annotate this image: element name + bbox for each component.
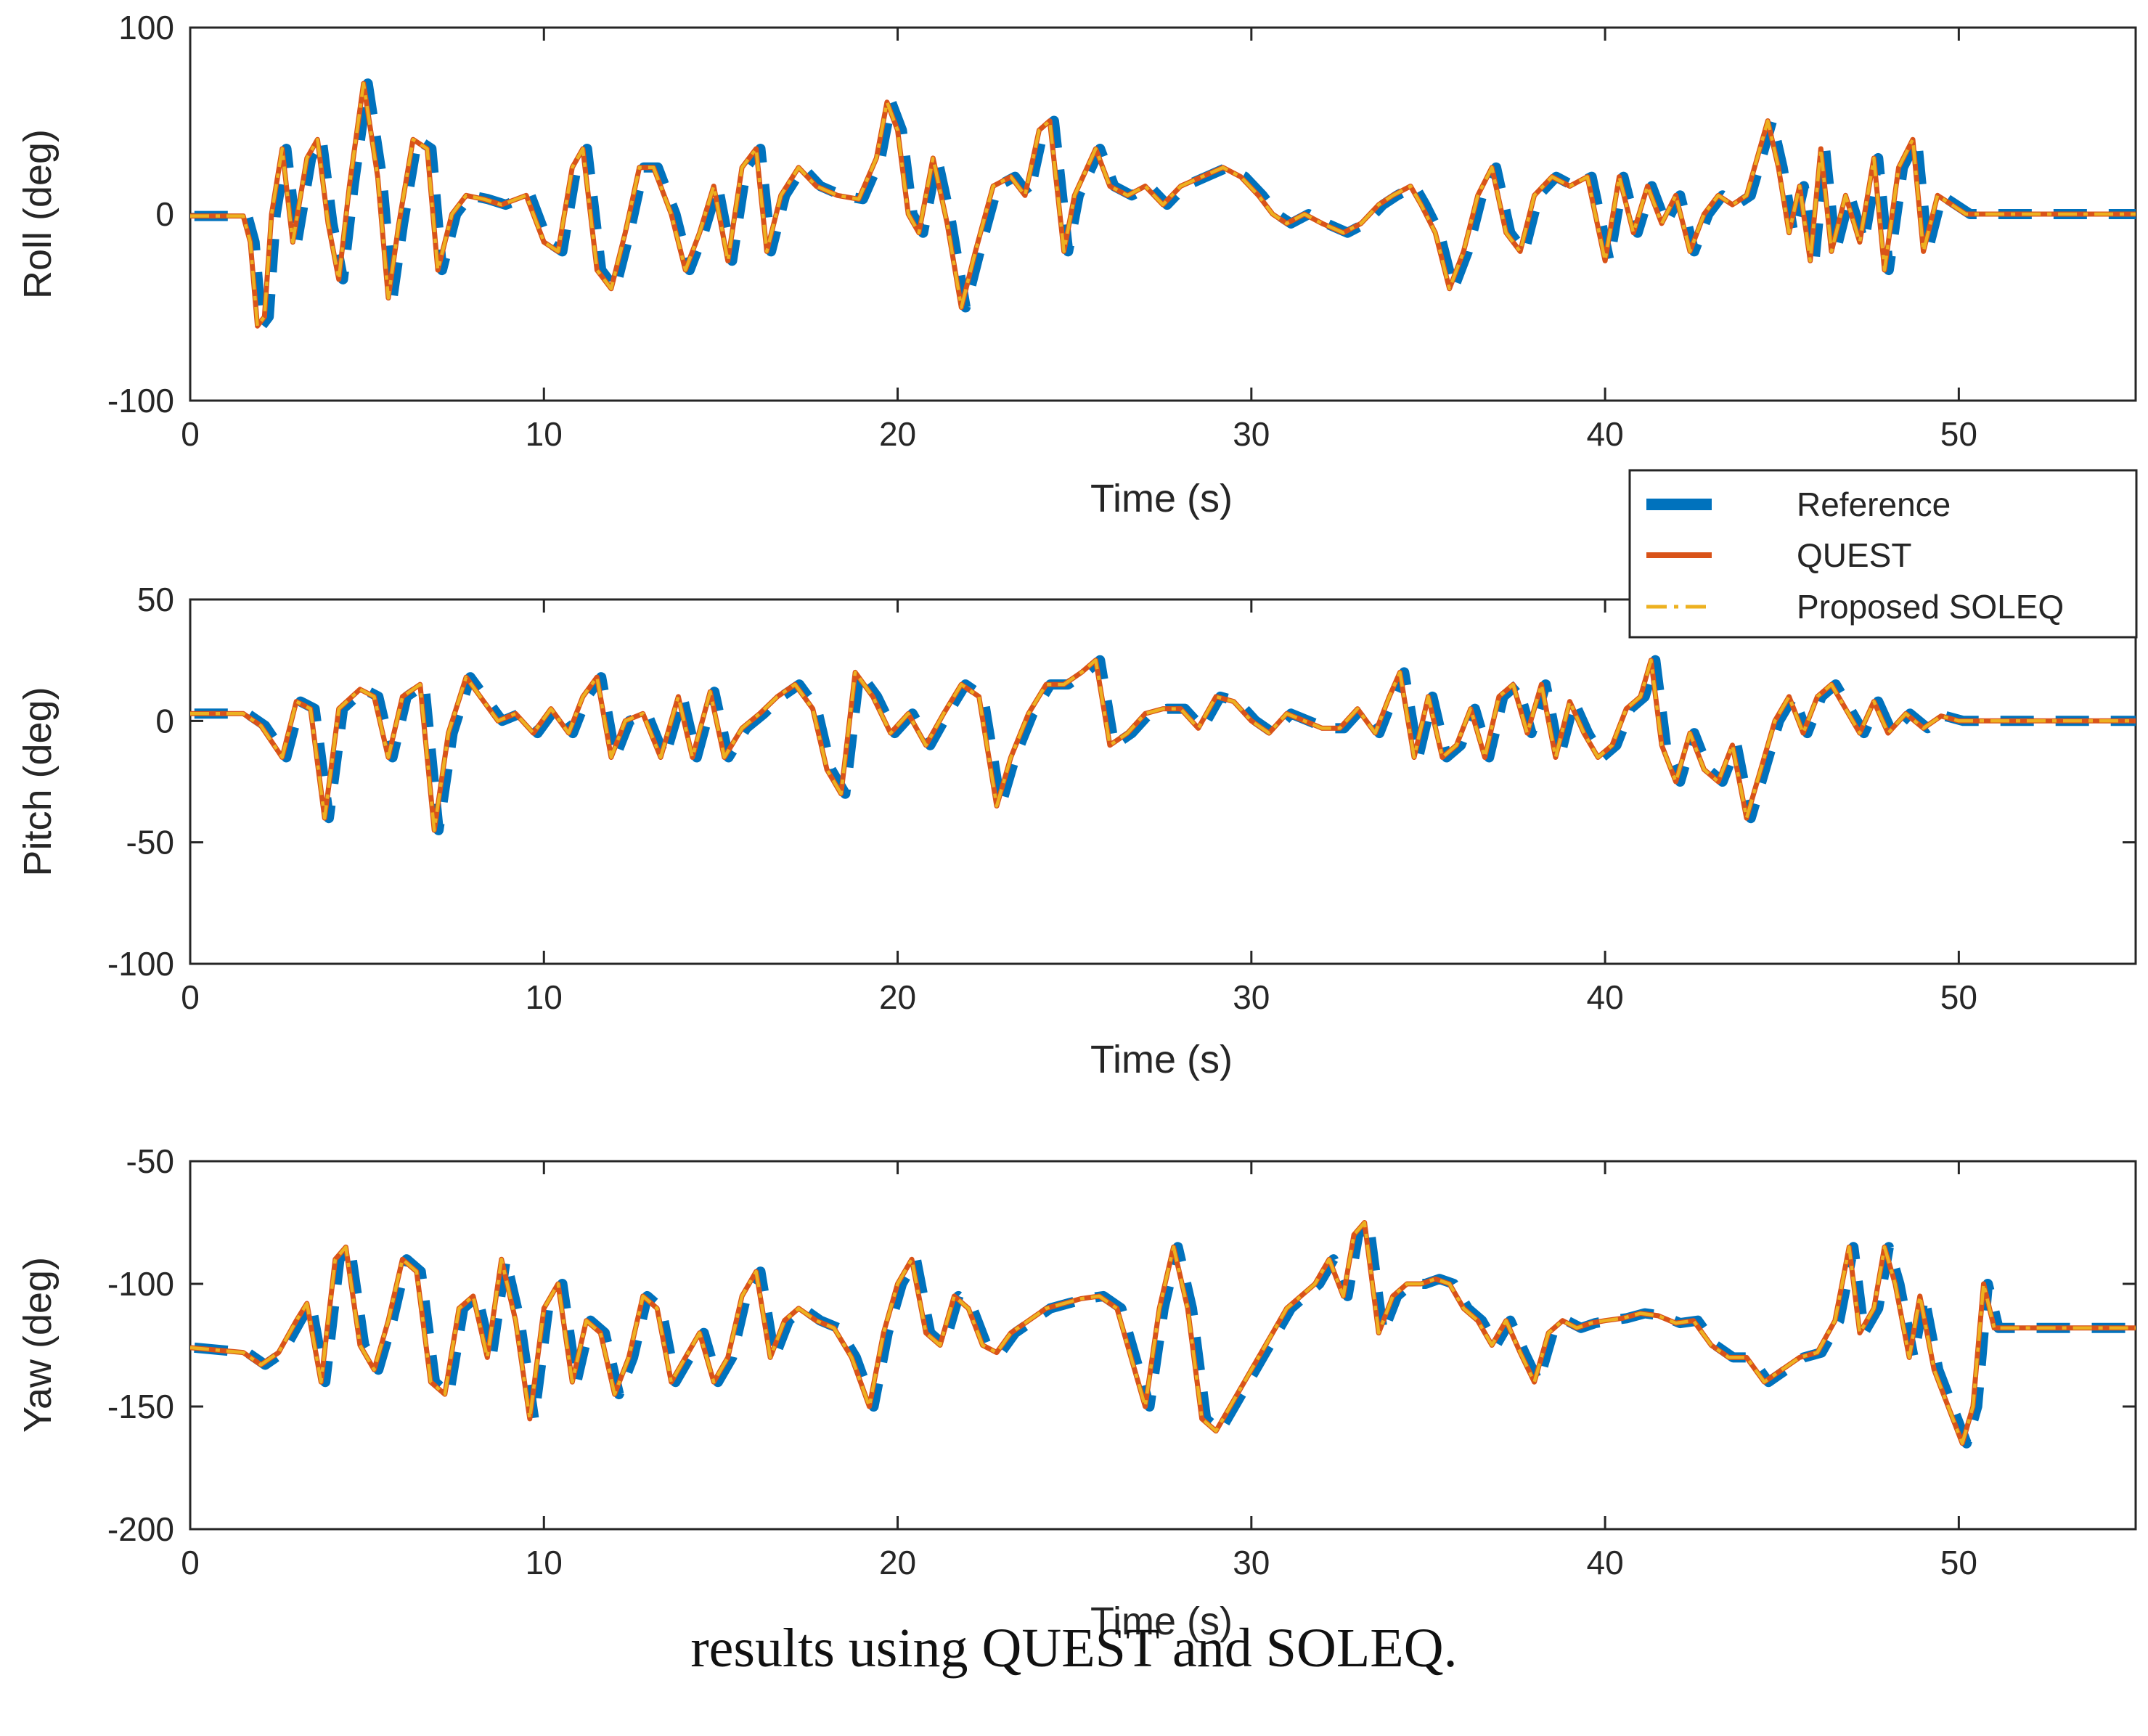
pitch-axes-box: [189, 598, 2137, 965]
legend-label-quest: QUEST: [1797, 536, 1911, 574]
yaw-ytick-label: -150: [107, 1388, 174, 1425]
pitch-ytick-label: 50: [137, 581, 174, 618]
yaw-ytick-label: -100: [107, 1265, 174, 1303]
roll-ylabel: Roll (deg): [16, 129, 60, 299]
figure-caption: results using QUEST and SOLEQ.: [690, 1618, 1458, 1679]
legend: Reference QUEST Proposed SOLEQ: [1628, 469, 2138, 639]
roll-xtick-label: 50: [1940, 415, 1977, 453]
roll-series-reference: [194, 78, 2136, 332]
yaw-ytick-label: -200: [107, 1510, 174, 1548]
yaw-xtick-label: 10: [526, 1544, 563, 1581]
pitch-xtick-label: 30: [1233, 978, 1270, 1016]
yaw-series-soleq: [190, 1221, 2136, 1445]
roll-ytick-label: 100: [118, 9, 174, 46]
yaw-ytick-label: -50: [126, 1142, 174, 1180]
pitch-xtick-label: 10: [526, 978, 563, 1016]
roll-xtick-label: 30: [1233, 415, 1270, 453]
roll-xtick-label: 40: [1587, 415, 1624, 453]
roll-series-soleq: [190, 81, 2136, 328]
pitch-xtick-label: 40: [1587, 978, 1624, 1016]
pitch-ylabel: Pitch (deg): [16, 687, 60, 876]
yaw-xtick-label: 20: [879, 1544, 916, 1581]
pitch-ytick-label: 0: [155, 702, 174, 740]
pitch-ytick-label: -50: [126, 824, 174, 861]
roll-ytick-label: -100: [107, 382, 174, 419]
yaw-xlabel: Time (s): [1090, 1600, 1233, 1643]
roll-xtick-label: 20: [879, 415, 916, 453]
pitch-series-soleq: [190, 658, 2136, 832]
roll-xtick-label: 10: [526, 415, 563, 453]
yaw-xtick-label: 50: [1940, 1544, 1977, 1581]
pitch-panel: 0 10 20 30 40 50 -100 -50 0 50 Time (s) Pitch (deg): [16, 581, 2137, 1081]
roll-xlabel: Time (s): [1090, 477, 1233, 520]
legend-box: [1628, 469, 2138, 639]
pitch-ytick-label: -100: [107, 945, 174, 983]
yaw-xtick-label: 40: [1587, 1544, 1624, 1581]
pitch-xtick-label: 50: [1940, 978, 1977, 1016]
legend-label-reference: Reference: [1797, 486, 1951, 523]
roll-ytick-label: 0: [155, 195, 174, 233]
yaw-xtick-label: 0: [181, 1544, 200, 1581]
yaw-xtick-label: 30: [1233, 1544, 1270, 1581]
pitch-xlabel: Time (s): [1090, 1038, 1233, 1081]
legend-label-soleq: Proposed SOLEQ: [1797, 588, 2064, 626]
yaw-panel: 0 10 20 30 40 50 -200 -150 -100 -50 Time (s) Yaw (d…: [16, 1142, 2137, 1643]
roll-xtick-label: 0: [181, 415, 200, 453]
pitch-series-reference: [194, 655, 2136, 835]
yaw-ylabel: Yaw (deg): [16, 1257, 60, 1433]
pitch-xtick-label: 20: [879, 978, 916, 1016]
pitch-xtick-label: 0: [181, 978, 200, 1016]
